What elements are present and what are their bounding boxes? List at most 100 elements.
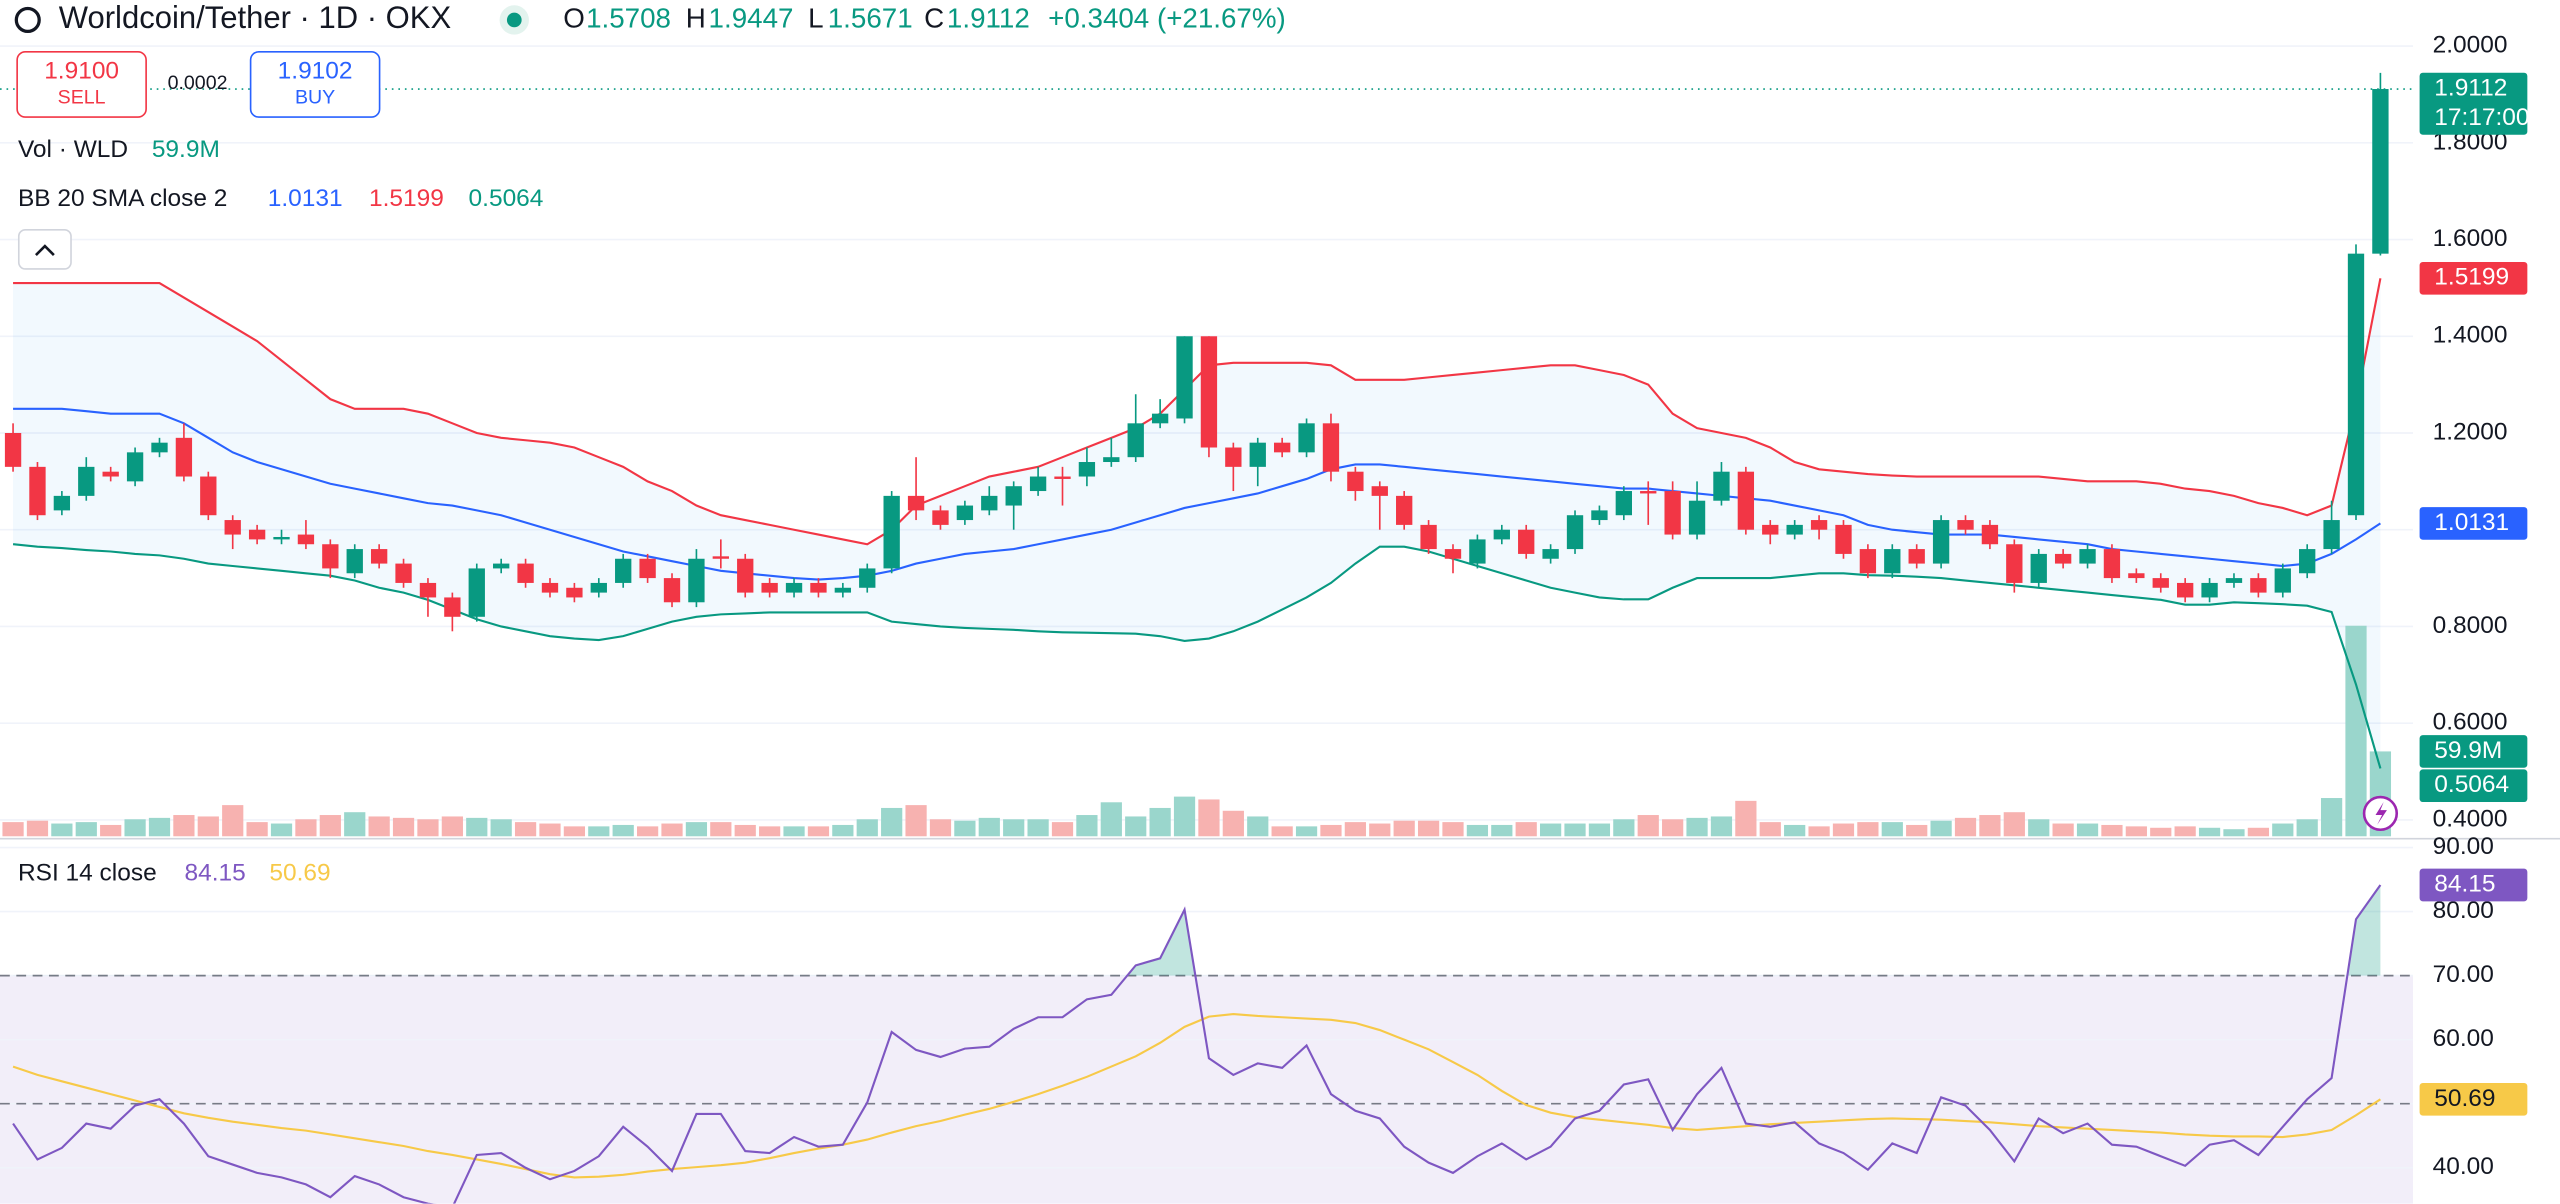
volume-bar — [392, 817, 415, 837]
bb-legend-value: 1.0131 — [268, 185, 343, 212]
candle-body — [737, 558, 754, 593]
change: +0.3404 (+21.67%) — [1048, 2, 1286, 33]
volume-bar — [905, 805, 927, 837]
volume-bar — [246, 822, 268, 837]
candle-body — [4, 432, 22, 467]
alert-icon[interactable] — [2362, 795, 2399, 832]
candle-body — [1493, 529, 1510, 540]
bb-fill — [13, 278, 2381, 769]
volume-bar — [2052, 823, 2074, 837]
candle-body — [1151, 413, 1169, 424]
candle-body — [1371, 486, 1388, 496]
status-dot — [506, 12, 522, 28]
candle-body — [346, 549, 363, 574]
candle-body — [53, 495, 71, 511]
candle-body — [1200, 336, 1218, 448]
price-tag-countdown: 17:17:00 — [2434, 104, 2529, 131]
candle-body — [1420, 524, 1437, 550]
candle-body — [1103, 457, 1120, 463]
candle-body — [1225, 447, 1242, 467]
volume-bar — [1832, 823, 1855, 837]
symbol-title: Worldcoin/Tether · 1D · OKX — [59, 0, 452, 35]
candle-body — [322, 544, 339, 569]
buy-label[interactable]: BUY — [295, 86, 335, 108]
volume-bar — [1466, 824, 1489, 837]
volume-bar — [466, 817, 488, 837]
volume-bar — [270, 823, 293, 837]
spread: 0.0002 — [168, 72, 228, 94]
volume-bar — [490, 819, 512, 837]
volume-bar — [1247, 816, 1269, 837]
candle-body — [932, 510, 949, 525]
volume-bar — [100, 824, 122, 837]
candle-body — [2176, 582, 2194, 598]
volume-bar — [1710, 816, 1733, 837]
candle-body — [907, 495, 925, 511]
candle-body — [419, 582, 437, 598]
candle-body — [834, 587, 852, 593]
price-tag-bg — [2419, 735, 2528, 768]
bb-legend-value: 0.5064 — [469, 185, 544, 212]
candle-body — [2225, 578, 2243, 583]
rsi-legend-value: 50.69 — [269, 859, 330, 886]
buy-price[interactable]: 1.9102 — [278, 58, 353, 85]
candle-body — [1786, 524, 1803, 535]
volume-bar — [1003, 819, 1025, 837]
volume-bar — [1222, 810, 1244, 837]
candle-body — [126, 452, 144, 482]
candle-body — [1542, 549, 1559, 559]
sell-label[interactable]: SELL — [58, 86, 106, 108]
candle-body — [2152, 578, 2169, 588]
candle-body — [688, 558, 705, 603]
volume-bar — [1417, 820, 1440, 837]
volume-bar — [1784, 824, 1806, 837]
volume-bar — [1051, 822, 1074, 837]
candle-body — [1591, 510, 1608, 521]
candle-body — [1322, 423, 1340, 472]
candle-body — [444, 597, 461, 617]
buy-button[interactable]: 1.9102 BUY — [249, 50, 381, 118]
collapse-box[interactable] — [17, 228, 72, 270]
bb-legend: BB 20 SMA close 2 — [18, 185, 227, 212]
logo — [14, 6, 41, 34]
buy-box[interactable] — [249, 50, 381, 118]
candle-body — [1957, 520, 1974, 530]
volume-bar — [759, 826, 781, 837]
sell-box[interactable] — [16, 50, 147, 118]
alert-bolt[interactable] — [2375, 802, 2387, 825]
bb-line — [13, 278, 2382, 546]
volume-bar — [1125, 816, 1147, 837]
candle-body — [1835, 524, 1852, 554]
ohlc-key: O — [563, 2, 585, 33]
candle-body — [78, 466, 95, 496]
price-tag: 84.15 — [2434, 870, 2495, 897]
candle-body — [761, 582, 778, 593]
volume-bar — [295, 819, 317, 837]
candle-body — [102, 471, 119, 477]
volume-bar — [1442, 822, 1464, 837]
caret-icon[interactable] — [34, 244, 55, 256]
volume-bar — [1320, 824, 1342, 837]
candle-body — [2250, 578, 2267, 593]
collapse-button[interactable] — [17, 228, 72, 270]
candle-body — [1884, 549, 1901, 574]
volume-bar — [2028, 819, 2050, 837]
volume-bar — [1344, 822, 1366, 837]
y-tick-label: 40.00 — [2433, 1153, 2494, 1180]
candle-body — [1054, 476, 1071, 479]
volume-bar — [2320, 798, 2343, 837]
candle-body — [2323, 520, 2340, 550]
price-tags: 1.9112 17:17:00 1.5199 1.0131 59.9M 0.5064 84.… — [2419, 72, 2530, 1116]
y-tick-label: 0.6000 — [2433, 709, 2508, 736]
candle-body — [1298, 423, 1315, 453]
volume-bar — [832, 824, 854, 837]
volume-bar — [710, 822, 732, 837]
rsi-legend-value: 84.15 — [184, 859, 245, 886]
candle-body — [1762, 524, 1779, 535]
sell-price[interactable]: 1.9100 — [44, 58, 119, 85]
sell-button[interactable]: 1.9100 SELL — [16, 50, 147, 118]
volume-bar — [1881, 822, 1903, 837]
volume-bar — [1759, 822, 1781, 837]
volume-bar — [881, 807, 903, 837]
